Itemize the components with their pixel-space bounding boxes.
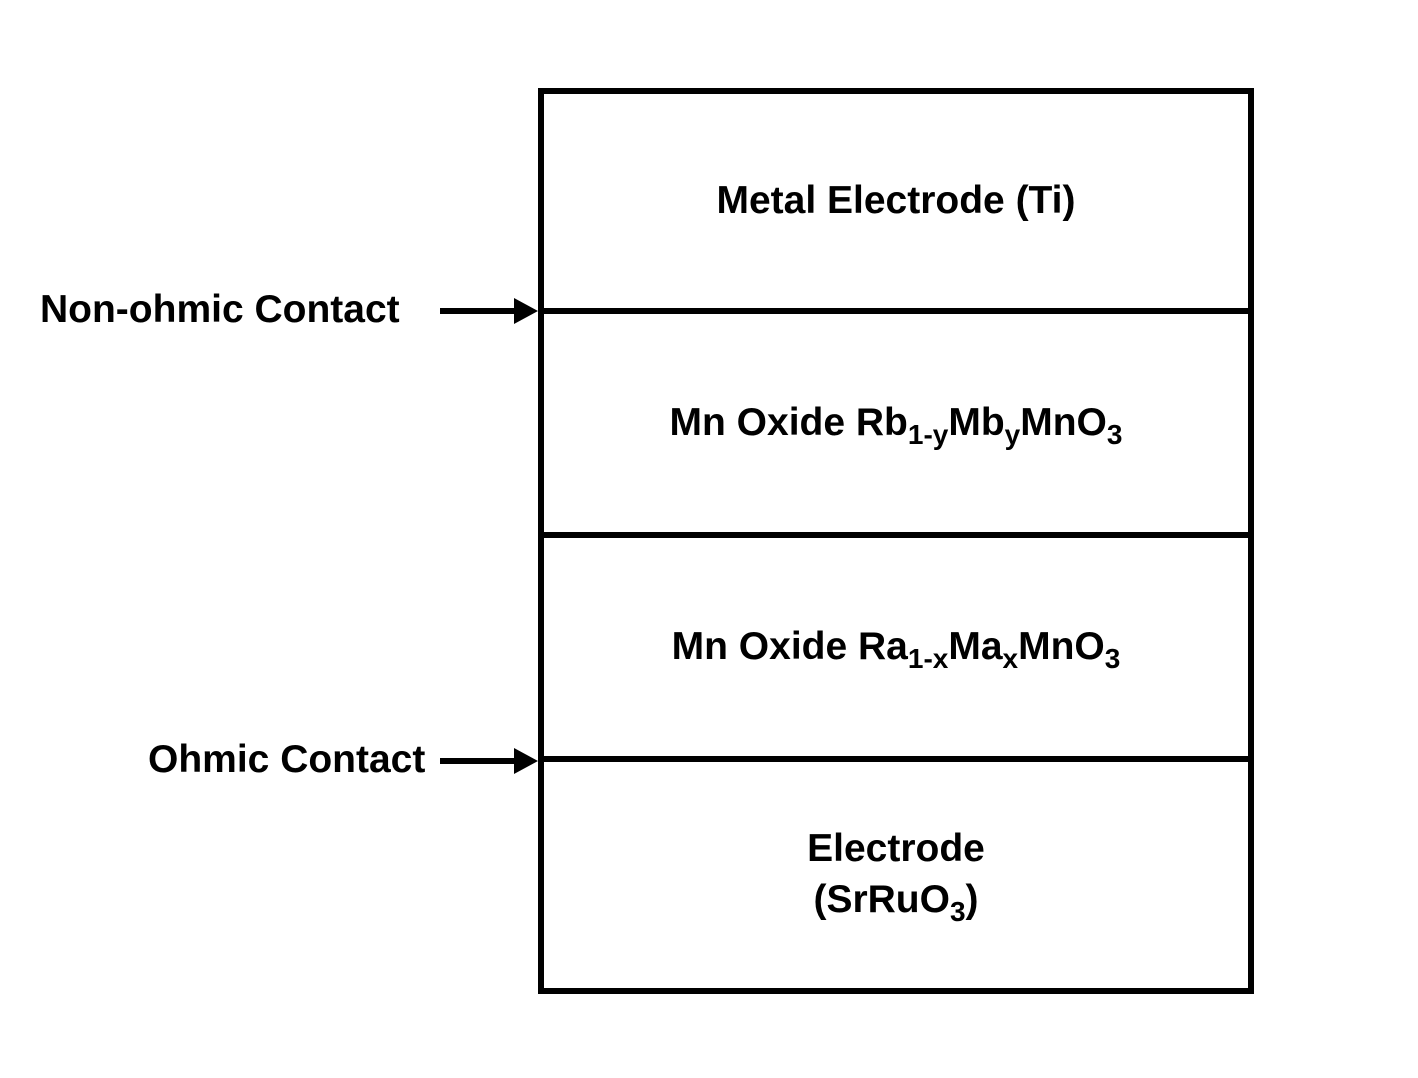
layer-text-3: Mn Oxide Ra1-xMaxMnO3 <box>672 622 1121 673</box>
annotation-label-ohmic: Ohmic Contact <box>148 738 425 782</box>
annotation-arrow-head-2 <box>514 748 538 774</box>
layer-electrode-srruo3: Electrode(SrRuO3) <box>544 762 1248 988</box>
layer-stack: Metal Electrode (Ti) Mn Oxide Rb1-yMbyMn… <box>538 88 1254 994</box>
layer-text-2: Mn Oxide Rb1-yMbyMnO3 <box>670 398 1123 449</box>
layer-text-4: Electrode(SrRuO3) <box>807 824 985 925</box>
diagram-container: Non-ohmic Contact Ohmic Contact Metal El… <box>0 0 1418 1078</box>
layer-mn-oxide-rb: Mn Oxide Rb1-yMbyMnO3 <box>544 314 1248 538</box>
layer-metal-electrode: Metal Electrode (Ti) <box>544 94 1248 314</box>
annotation-arrow-head-1 <box>514 298 538 324</box>
annotation-label-nonohmic: Non-ohmic Contact <box>40 288 400 332</box>
layer-text-1: Metal Electrode (Ti) <box>716 176 1075 227</box>
layer-mn-oxide-ra: Mn Oxide Ra1-xMaxMnO3 <box>544 538 1248 762</box>
